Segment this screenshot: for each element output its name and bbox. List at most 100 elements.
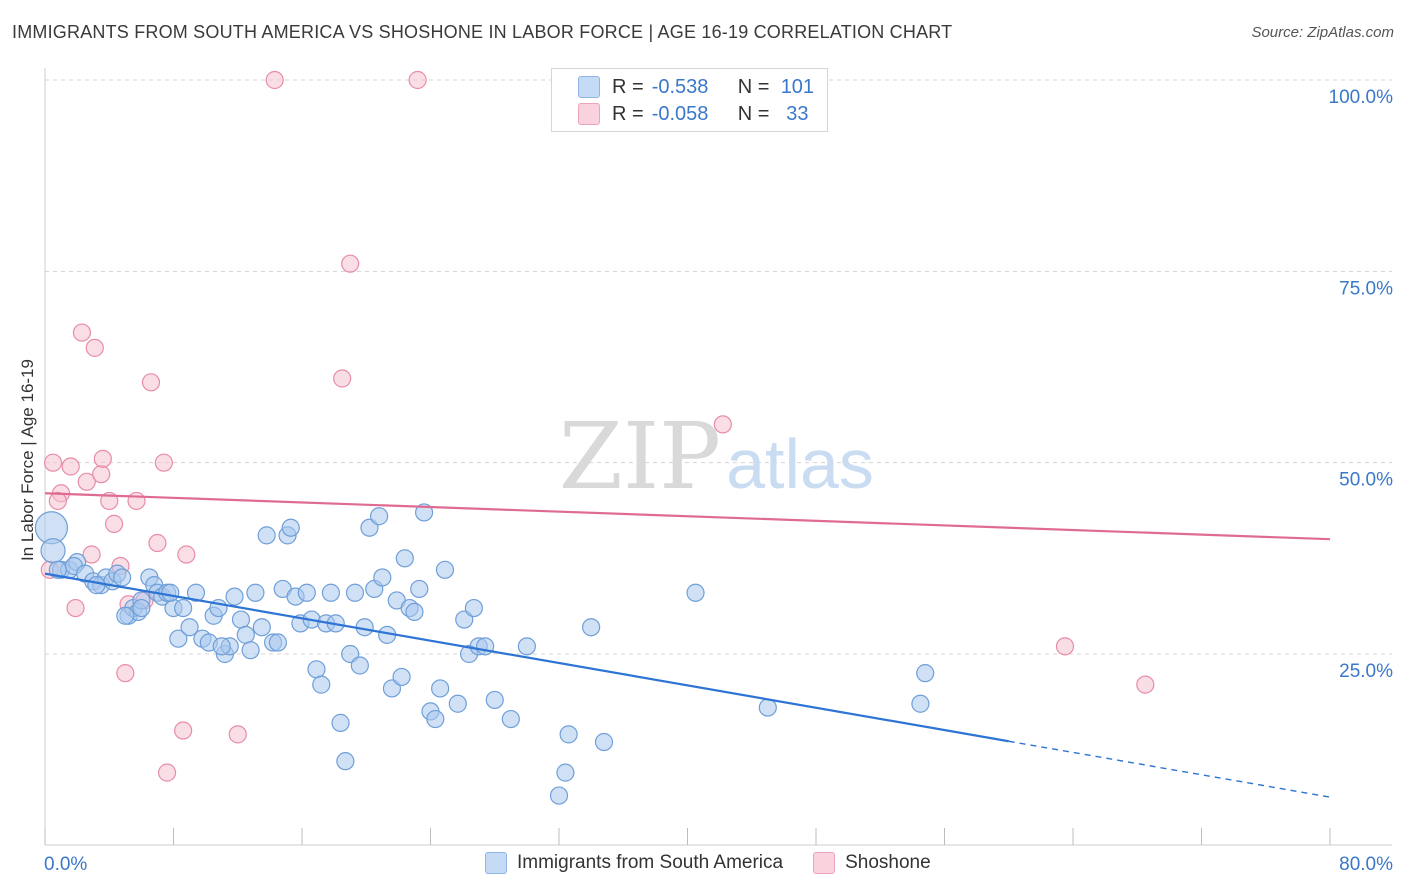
data-point	[157, 763, 177, 782]
legend-n-label: N =	[737, 102, 770, 125]
data-point	[392, 667, 411, 687]
y-axis-label: In Labor Force | Age 16-19	[18, 359, 37, 561]
data-point	[93, 449, 112, 468]
data-point	[236, 625, 255, 644]
data-point	[448, 694, 467, 713]
data-point	[225, 587, 244, 606]
data-point	[435, 560, 455, 579]
data-point	[408, 70, 427, 90]
data-point	[257, 526, 276, 545]
data-point	[141, 373, 161, 392]
pink-swatch	[578, 103, 600, 125]
data-point	[395, 549, 414, 568]
data-point	[713, 415, 732, 434]
series-legend: Immigrants from South America Shoshone	[485, 852, 961, 874]
data-point	[148, 533, 167, 553]
data-point	[307, 660, 326, 679]
trend-line-shoshone	[44, 492, 1331, 541]
data-point	[132, 598, 151, 618]
data-point	[321, 583, 341, 602]
legend-blue-r: -0.538	[651, 75, 709, 98]
legend-item-south-america: Immigrants from South America	[485, 852, 783, 874]
legend-n-label: N =	[737, 75, 770, 98]
y-tick-label: 75.0%	[1339, 278, 1393, 299]
data-point	[686, 583, 705, 602]
data-point	[414, 503, 434, 522]
data-point	[174, 598, 193, 618]
data-point	[186, 583, 206, 602]
tick-labels: 25.0% 50.0% 75.0% 100.0% 0.0% 80.0%	[44, 87, 1393, 875]
data-point	[169, 629, 188, 648]
data-point	[212, 637, 231, 656]
data-point	[345, 583, 365, 602]
data-point	[43, 453, 63, 472]
data-point	[501, 709, 520, 729]
data-point	[331, 713, 350, 732]
data-point	[231, 610, 251, 629]
blue-swatch	[485, 852, 507, 874]
y-tick-label: 100.0%	[1329, 87, 1394, 108]
legend-label-shoshone: Shoshone	[845, 852, 931, 873]
data-point	[40, 538, 66, 564]
data-point	[556, 763, 575, 782]
watermark-atlas: atlas	[726, 425, 874, 503]
legend-row-blue: R = -0.538 N = 101	[578, 75, 817, 99]
south-america-points	[34, 503, 935, 805]
data-point	[517, 637, 536, 656]
source-label: Source: ZipAtlas.com	[1251, 24, 1394, 41]
data-point	[281, 518, 300, 537]
data-point	[464, 598, 483, 618]
data-point	[177, 545, 196, 564]
legend-item-shoshone: Shoshone	[813, 852, 931, 874]
data-point	[341, 254, 360, 273]
blue-swatch	[578, 76, 600, 98]
data-point	[112, 568, 132, 587]
axes	[44, 68, 1392, 846]
data-point	[82, 545, 101, 564]
data-point	[370, 507, 389, 526]
x-tick-label-max: 80.0%	[1339, 854, 1393, 875]
data-point	[410, 579, 429, 599]
watermark: ZIP atlas	[559, 403, 874, 510]
pink-swatch	[813, 852, 836, 874]
data-point	[336, 752, 355, 771]
legend-r-label: R =	[612, 75, 644, 98]
data-point	[426, 709, 445, 729]
legend-row-pink: R = -0.058 N = 33	[578, 102, 817, 126]
data-point	[61, 457, 80, 476]
data-point	[174, 721, 193, 740]
data-point	[582, 618, 601, 637]
data-point	[431, 679, 450, 698]
data-point	[559, 725, 578, 744]
trend-lines	[44, 492, 1331, 798]
watermark-zip: ZIP	[559, 403, 721, 510]
data-point	[297, 583, 316, 602]
legend-pink-n: 33	[786, 102, 809, 125]
data-point	[241, 641, 260, 660]
legend-blue-n: 101	[780, 75, 815, 98]
y-tick-label: 25.0%	[1339, 661, 1393, 682]
data-point	[246, 583, 265, 602]
legend-r-label: R =	[612, 102, 644, 125]
data-point	[405, 602, 424, 622]
data-point	[116, 664, 135, 683]
data-point	[228, 725, 247, 744]
correlation-legend: R = -0.538 N = 101 R = -0.058 N = 33	[551, 68, 828, 132]
data-point	[265, 70, 284, 90]
data-point	[77, 472, 96, 491]
data-point	[1136, 675, 1155, 694]
data-point	[268, 633, 288, 652]
data-point	[911, 694, 930, 713]
data-point	[1055, 637, 1075, 656]
data-point	[127, 491, 146, 511]
data-point	[312, 675, 331, 694]
grid-lines	[45, 79, 1392, 655]
data-point	[66, 598, 85, 618]
data-point	[916, 664, 935, 683]
data-point	[485, 690, 504, 710]
y-tick-label: 50.0%	[1339, 470, 1393, 491]
x-tick-label-min: 0.0%	[44, 854, 87, 875]
data-point	[92, 465, 111, 484]
data-point	[161, 583, 180, 602]
trend-line-south-america	[44, 572, 1009, 743]
